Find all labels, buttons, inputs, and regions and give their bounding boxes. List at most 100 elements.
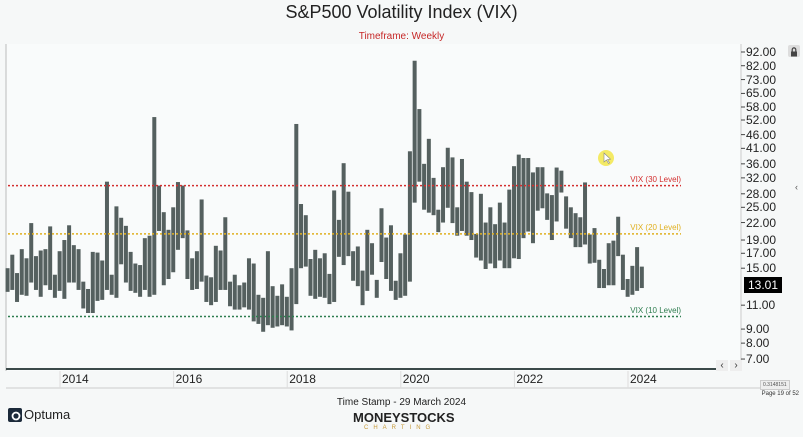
price-bar (232, 274, 237, 310)
price-bar (545, 193, 550, 220)
reference-label-30: VIX (30 Level) (630, 174, 681, 184)
price-bar (422, 163, 427, 210)
price-bar (261, 297, 266, 332)
price-bar (133, 263, 138, 293)
price-bar (62, 240, 67, 299)
reference-label-20: VIX (20 Level) (630, 222, 681, 232)
price-bar (370, 243, 375, 275)
price-bar (530, 172, 535, 244)
price-bar (478, 193, 483, 261)
price-bar (455, 207, 460, 236)
price-bar (15, 273, 20, 302)
y-tick-label: 41.00 (746, 141, 777, 156)
price-bar (10, 254, 15, 290)
price-bar (57, 251, 62, 291)
y-tick-label: 73.00 (746, 72, 777, 87)
price-bar (441, 167, 446, 223)
price-bar (512, 166, 517, 259)
chart-title: S&P500 Volatility Index (VIX) (285, 2, 518, 22)
optuma-logo-icon (8, 407, 22, 422)
price-bar (379, 208, 384, 263)
price-bar (104, 181, 109, 290)
price-bar (95, 252, 100, 301)
price-bar (157, 185, 162, 231)
price-bar (578, 217, 583, 248)
price-bar (450, 157, 455, 224)
chevron-right-icon[interactable]: › (730, 360, 742, 371)
price-bar (535, 167, 540, 211)
price-bar (374, 279, 379, 298)
price-bar (270, 286, 275, 328)
price-bar (284, 296, 289, 327)
price-bar (251, 263, 256, 322)
price-bar (336, 219, 341, 257)
price-bar (246, 258, 251, 310)
price-bar (256, 294, 261, 324)
price-bar (67, 225, 72, 283)
price-bar (19, 249, 24, 295)
price-bar (185, 230, 190, 280)
cursor-icon (603, 152, 612, 164)
price-bar (194, 251, 199, 289)
collapse-panel-icon[interactable]: ‹ (795, 182, 798, 192)
price-bar (497, 202, 502, 261)
price-bar (190, 258, 195, 290)
price-bar (100, 260, 105, 300)
scale-readout[interactable]: 0.3148151 (760, 380, 790, 390)
price-bar (142, 238, 147, 290)
price-bar (313, 249, 318, 299)
price-bar (308, 259, 313, 296)
price-bar (493, 224, 498, 269)
chevron-left-icon[interactable]: ‹ (716, 360, 728, 371)
price-bar (242, 282, 247, 308)
y-tick-label: 82.00 (746, 58, 777, 73)
price-bar (90, 251, 95, 314)
price-bar (398, 253, 403, 298)
price-bar (583, 182, 588, 245)
price-bar (166, 229, 171, 280)
price-bar (407, 151, 412, 282)
price-bar (507, 189, 512, 269)
price-bar (218, 250, 223, 290)
price-bar (33, 256, 38, 290)
price-bar (573, 213, 578, 248)
y-tick-label: 7.00 (746, 352, 770, 367)
price-bar (431, 177, 436, 216)
price-bar (445, 147, 450, 208)
price-bar (635, 247, 640, 291)
price-bar (209, 277, 214, 306)
price-bar (114, 206, 119, 298)
price-bar (403, 234, 408, 296)
optuma-logo: Optuma (8, 407, 70, 422)
price-bar (317, 258, 322, 297)
lock-icon[interactable] (788, 45, 800, 57)
price-bar (52, 274, 57, 298)
moneystocks-logo: MONEYSTOCKS (353, 410, 455, 425)
price-bar (171, 207, 176, 273)
price-bar (43, 249, 48, 286)
price-bar (180, 185, 185, 239)
x-tick-label: 2016 (175, 372, 203, 386)
price-bar (526, 158, 531, 232)
price-bar (606, 243, 611, 286)
y-tick-label: 58.00 (746, 99, 777, 114)
x-tick-label: 2020 (402, 372, 430, 386)
y-tick-label: 28.00 (746, 186, 777, 201)
price-bar (119, 217, 124, 265)
price-bar (620, 254, 625, 290)
price-bar (175, 182, 180, 250)
price-bar (303, 215, 308, 267)
y-tick-label: 36.00 (746, 156, 777, 171)
price-bar (76, 249, 81, 290)
y-tick-label: 25.00 (746, 200, 777, 215)
price-bar (152, 117, 157, 295)
y-tick-label: 19.00 (746, 233, 777, 248)
price-bar (630, 265, 635, 295)
x-tick-label: 2022 (516, 372, 544, 386)
price-bar (426, 138, 431, 213)
last-price-badge: 13.01 (744, 277, 783, 293)
price-bar (294, 123, 299, 305)
price-bar (639, 266, 644, 289)
price-bar (346, 191, 351, 257)
price-bar (199, 199, 204, 282)
